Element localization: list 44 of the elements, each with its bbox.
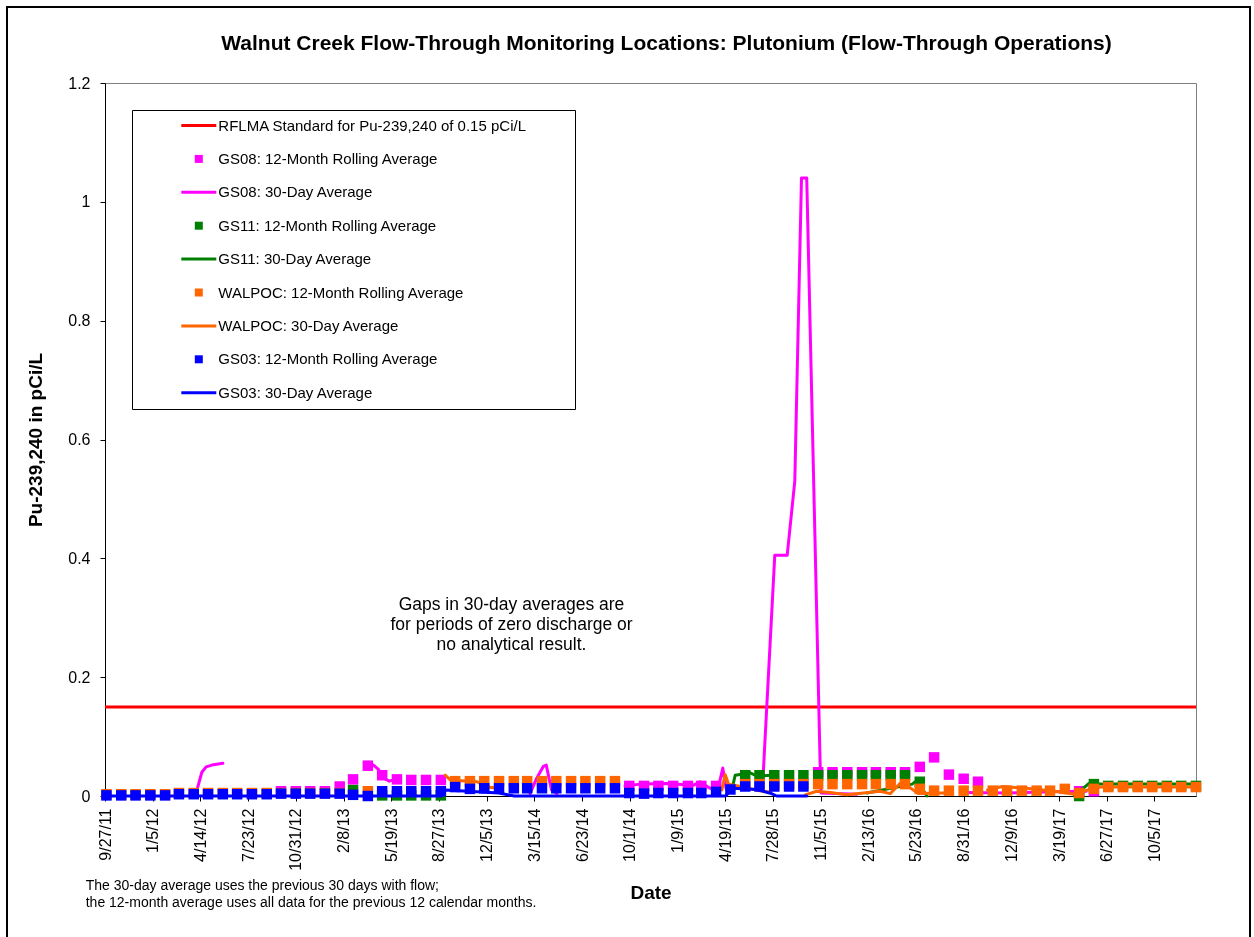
x-tick-label: 6/23/14 [573, 808, 591, 862]
x-tick-label: 1/5/12 [144, 808, 162, 853]
y-tick-label: 0.8 [68, 312, 91, 330]
legend-label: GS11: 30-Day Average [218, 250, 372, 268]
chart-title: Walnut Creek Flow-Through Monitoring Locations: Plutonium (Flow-Through Operations) [221, 31, 1112, 54]
x-tick-label: 2/8/13 [335, 808, 353, 853]
x-tick-label: 6/27/17 [1098, 808, 1116, 862]
x-axis-title: Date [630, 881, 672, 903]
legend-label: GS03: 30-Day Average [218, 383, 373, 401]
legend-label: WALPOC: 12-Month Rolling Average [218, 283, 464, 301]
y-tick-label: 0.6 [68, 431, 91, 448]
x-tick-label: 10/1/14 [621, 808, 639, 862]
legend-label: GS11: 12-Month Rolling Average [218, 216, 437, 234]
y-tick-label: 0.4 [68, 549, 91, 567]
x-tick-label: 9/27/11 [96, 808, 114, 861]
annotation: Gaps in 30-day averages are for periods of zero discharge or no analytical result. [390, 594, 633, 654]
legend-label: GS08: 12-Month Rolling Average [218, 149, 438, 167]
x-tick-label: 4/19/15 [716, 808, 734, 862]
y-axis-title: Pu-239,240 in pCi/L [24, 352, 46, 528]
x-tick-label: 3/15/14 [525, 808, 543, 862]
x-tick-label: 10/5/17 [1146, 808, 1163, 862]
legend-label: GS08: 30-Day Average [218, 183, 373, 201]
x-tick-label: 7/23/12 [239, 808, 257, 862]
y-tick-label: 0 [81, 787, 91, 805]
x-tick-label: 8/27/13 [430, 808, 448, 862]
legend-label: GS03: 12-Month Rolling Average [218, 350, 438, 368]
x-tick-label: 4/14/12 [191, 808, 209, 862]
legend-label: WALPOC: 30-Day Average [218, 316, 399, 334]
x-tick-label: 12/9/16 [1002, 808, 1020, 862]
x-tick-label: 5/19/13 [382, 808, 400, 862]
x-tick-label: 3/19/17 [1050, 808, 1068, 862]
x-tick-label: 11/5/15 [812, 808, 830, 861]
x-tick-label: 5/23/16 [907, 808, 925, 862]
x-tick-label: 8/31/16 [955, 808, 973, 862]
x-tick-label: 1/9/15 [668, 808, 686, 853]
x-tick-label: 7/28/15 [764, 808, 782, 862]
text: The 30-day average uses the previous 30 days with flow; the 12-month average uses all data for the previous 12 calendar months. [85, 877, 537, 910]
x-tick-label: 10/31/12 [287, 808, 305, 871]
y-tick-label: 1 [81, 193, 91, 211]
y-tick-label: 0.2 [68, 668, 91, 686]
x-tick-label: 12/5/13 [478, 808, 496, 862]
x-tick-label: 2/13/16 [859, 808, 877, 862]
y-tick-label: 1.2 [68, 74, 91, 92]
legend-label: RFLMA Standard for Pu-239,240 of 0.15 pCi/L [218, 116, 526, 134]
